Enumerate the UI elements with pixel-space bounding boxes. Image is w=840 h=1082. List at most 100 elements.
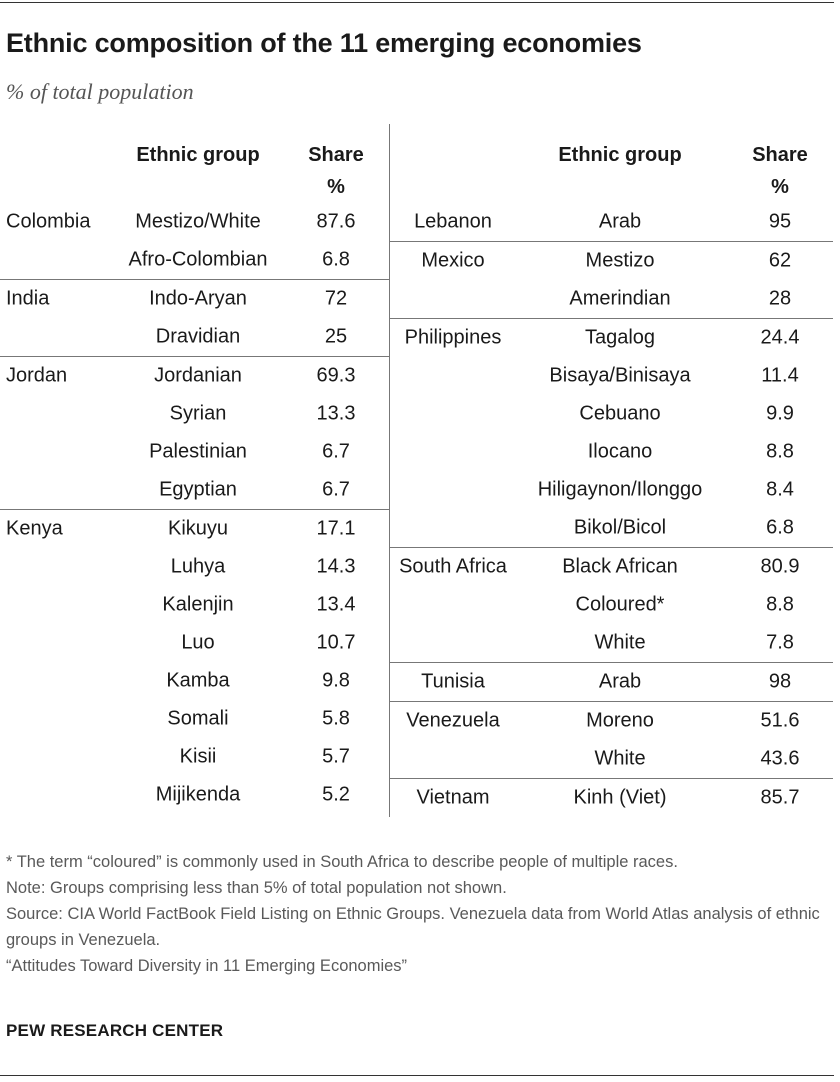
share-value: 24.4 (760, 326, 800, 349)
share-value: 51.6 (760, 709, 800, 732)
table-row: Philippines Tagalog 24.4 (390, 318, 833, 357)
table-row: Jordan Jordanian 69.3 (0, 356, 389, 395)
share-value: 5.8 (322, 707, 350, 730)
ethnic-group-label: Afro-Colombian (128, 248, 268, 271)
ethnic-group-label: Syrian (169, 402, 227, 425)
table-row: Tunisia Arab 98 (390, 662, 833, 701)
ethnic-group-label: Dravidian (155, 325, 241, 348)
country-label: Vietnam (416, 786, 490, 809)
share-value: 80.9 (760, 555, 800, 578)
share-value: 6.8 (322, 248, 350, 271)
table-row: India Indo-Aryan 72 (0, 279, 389, 318)
footnotes: * The term “coloured” is commonly used i… (6, 849, 836, 979)
table-row: Amerindian 28 (390, 280, 833, 318)
ethnic-group-label: White (594, 631, 646, 654)
share-value: 11.4 (761, 364, 799, 387)
table-row: White 7.8 (390, 624, 833, 662)
share-value: 25 (324, 325, 348, 348)
chart-subtitle: % of total population (6, 79, 194, 104)
ethnic-group-label: Jordanian (154, 364, 242, 387)
right-header-unit: % (771, 176, 789, 198)
share-value: 62 (768, 249, 792, 272)
table-row: Venezuela Moreno 51.6 (390, 701, 833, 740)
share-value: 85.7 (760, 786, 800, 809)
ethnic-group-label: Arab (598, 210, 642, 233)
ethnic-group-label: Coloured* (575, 593, 665, 616)
share-value: 8.4 (766, 478, 794, 501)
table-row: Dravidian 25 (0, 318, 389, 356)
country-label: Colombia (6, 210, 91, 233)
share-value: 9.9 (766, 402, 794, 425)
top-rule (0, 2, 834, 3)
share-value: 14.3 (316, 555, 356, 578)
right-table: Ethnic group Share % Lebanon Arab 95 Mexico… (389, 124, 833, 817)
ethnic-group-label: Arab (598, 670, 642, 693)
share-value: 95 (768, 210, 792, 233)
table-row: Mijikenda 5.2 (0, 776, 389, 814)
share-value: 69.3 (316, 364, 356, 387)
country-label: Jordan (6, 364, 68, 387)
ethnic-group-label: Mestizo (585, 249, 655, 272)
ethnic-group-label: Cebuano (579, 402, 661, 425)
table-row: Mexico Mestizo 62 (390, 241, 833, 280)
ethnic-group-label: Bikol/Bicol (573, 516, 667, 539)
ethnic-group-label: Kalenjin (162, 593, 234, 616)
footnote-asterisk: * The term “coloured” is commonly used i… (6, 853, 678, 871)
left-header-unit-row: % (0, 171, 389, 203)
share-value: 28 (768, 287, 792, 310)
share-value: 72 (324, 287, 348, 310)
footnote-report-title: “Attitudes Toward Diversity in 11 Emergi… (6, 957, 408, 975)
ethnic-group-label: Luo (181, 631, 215, 654)
right-header-unit-row: % (390, 171, 833, 203)
table-row: Colombia Mestizo/White 87.6 (0, 203, 389, 241)
table-row: Vietnam Kinh (Viet) 85.7 (390, 778, 833, 817)
bottom-rule (0, 1075, 834, 1076)
share-value: 98 (768, 670, 792, 693)
share-value: 43.6 (760, 747, 800, 770)
ethnic-group-label: Bisaya/Binisaya (549, 364, 691, 387)
table-row: Egyptian 6.7 (0, 471, 389, 509)
country-label: South Africa (399, 555, 507, 578)
pew-research-center-logo: PEW RESEARCH CENTER (6, 1021, 224, 1040)
table-row: Palestinian 6.7 (0, 433, 389, 471)
table-row: Luo 10.7 (0, 624, 389, 662)
left-table-body: Colombia Mestizo/White 87.6 Afro-Colombian 6… (0, 203, 389, 814)
country-label: Venezuela (406, 709, 500, 732)
table-row: Afro-Colombian 6.8 (0, 241, 389, 279)
share-value: 6.7 (322, 440, 350, 463)
ethnic-group-label: Mestizo/White (135, 210, 261, 233)
ethnic-group-label: Egyptian (159, 478, 237, 501)
ethnic-group-label: Kinh (Viet) (573, 786, 667, 809)
share-value: 5.7 (322, 745, 350, 768)
country-label: Lebanon (414, 210, 492, 233)
footnote-source: Source: CIA World FactBook Field Listing… (6, 905, 820, 949)
right-table-body: Lebanon Arab 95 Mexico Mestizo 62 Amerindian 28… (390, 203, 833, 817)
chart-title: Ethnic composition of the 11 emerging ec… (6, 28, 642, 58)
table-row: Kalenjin 13.4 (0, 586, 389, 624)
ethnic-group-label: Tagalog (584, 326, 656, 349)
ethnic-group-label: Amerindian (569, 287, 671, 310)
country-label: India (6, 287, 50, 310)
share-value: 13.4 (316, 593, 356, 616)
ethnic-group-label: Somali (167, 707, 229, 730)
table-row: White 43.6 (390, 740, 833, 778)
table-row: Somali 5.8 (0, 700, 389, 738)
ethnic-group-label: Luhya (170, 555, 226, 578)
table-row: Bikol/Bicol 6.8 (390, 509, 833, 547)
table-row: Kenya Kikuyu 17.1 (0, 509, 389, 548)
ethnic-group-label: Kikuyu (167, 517, 229, 540)
ethnic-group-label: Indo-Aryan (149, 287, 247, 310)
country-label: Philippines (404, 326, 502, 349)
footnote-note: Note: Groups comprising less than 5% of … (6, 879, 507, 897)
right-header-ethnic-group: Ethnic group (558, 144, 682, 166)
table-row: Coloured* 8.8 (390, 586, 833, 624)
share-value: 6.7 (322, 478, 350, 501)
ethnic-group-label: Black African (562, 555, 678, 578)
table-row: Syrian 13.3 (0, 395, 389, 433)
country-label: Kenya (6, 517, 63, 540)
share-value: 8.8 (766, 593, 794, 616)
table-row: Luhya 14.3 (0, 548, 389, 586)
share-value: 6.8 (766, 516, 794, 539)
share-value: 13.3 (316, 402, 356, 425)
share-value: 10.7 (316, 631, 356, 654)
